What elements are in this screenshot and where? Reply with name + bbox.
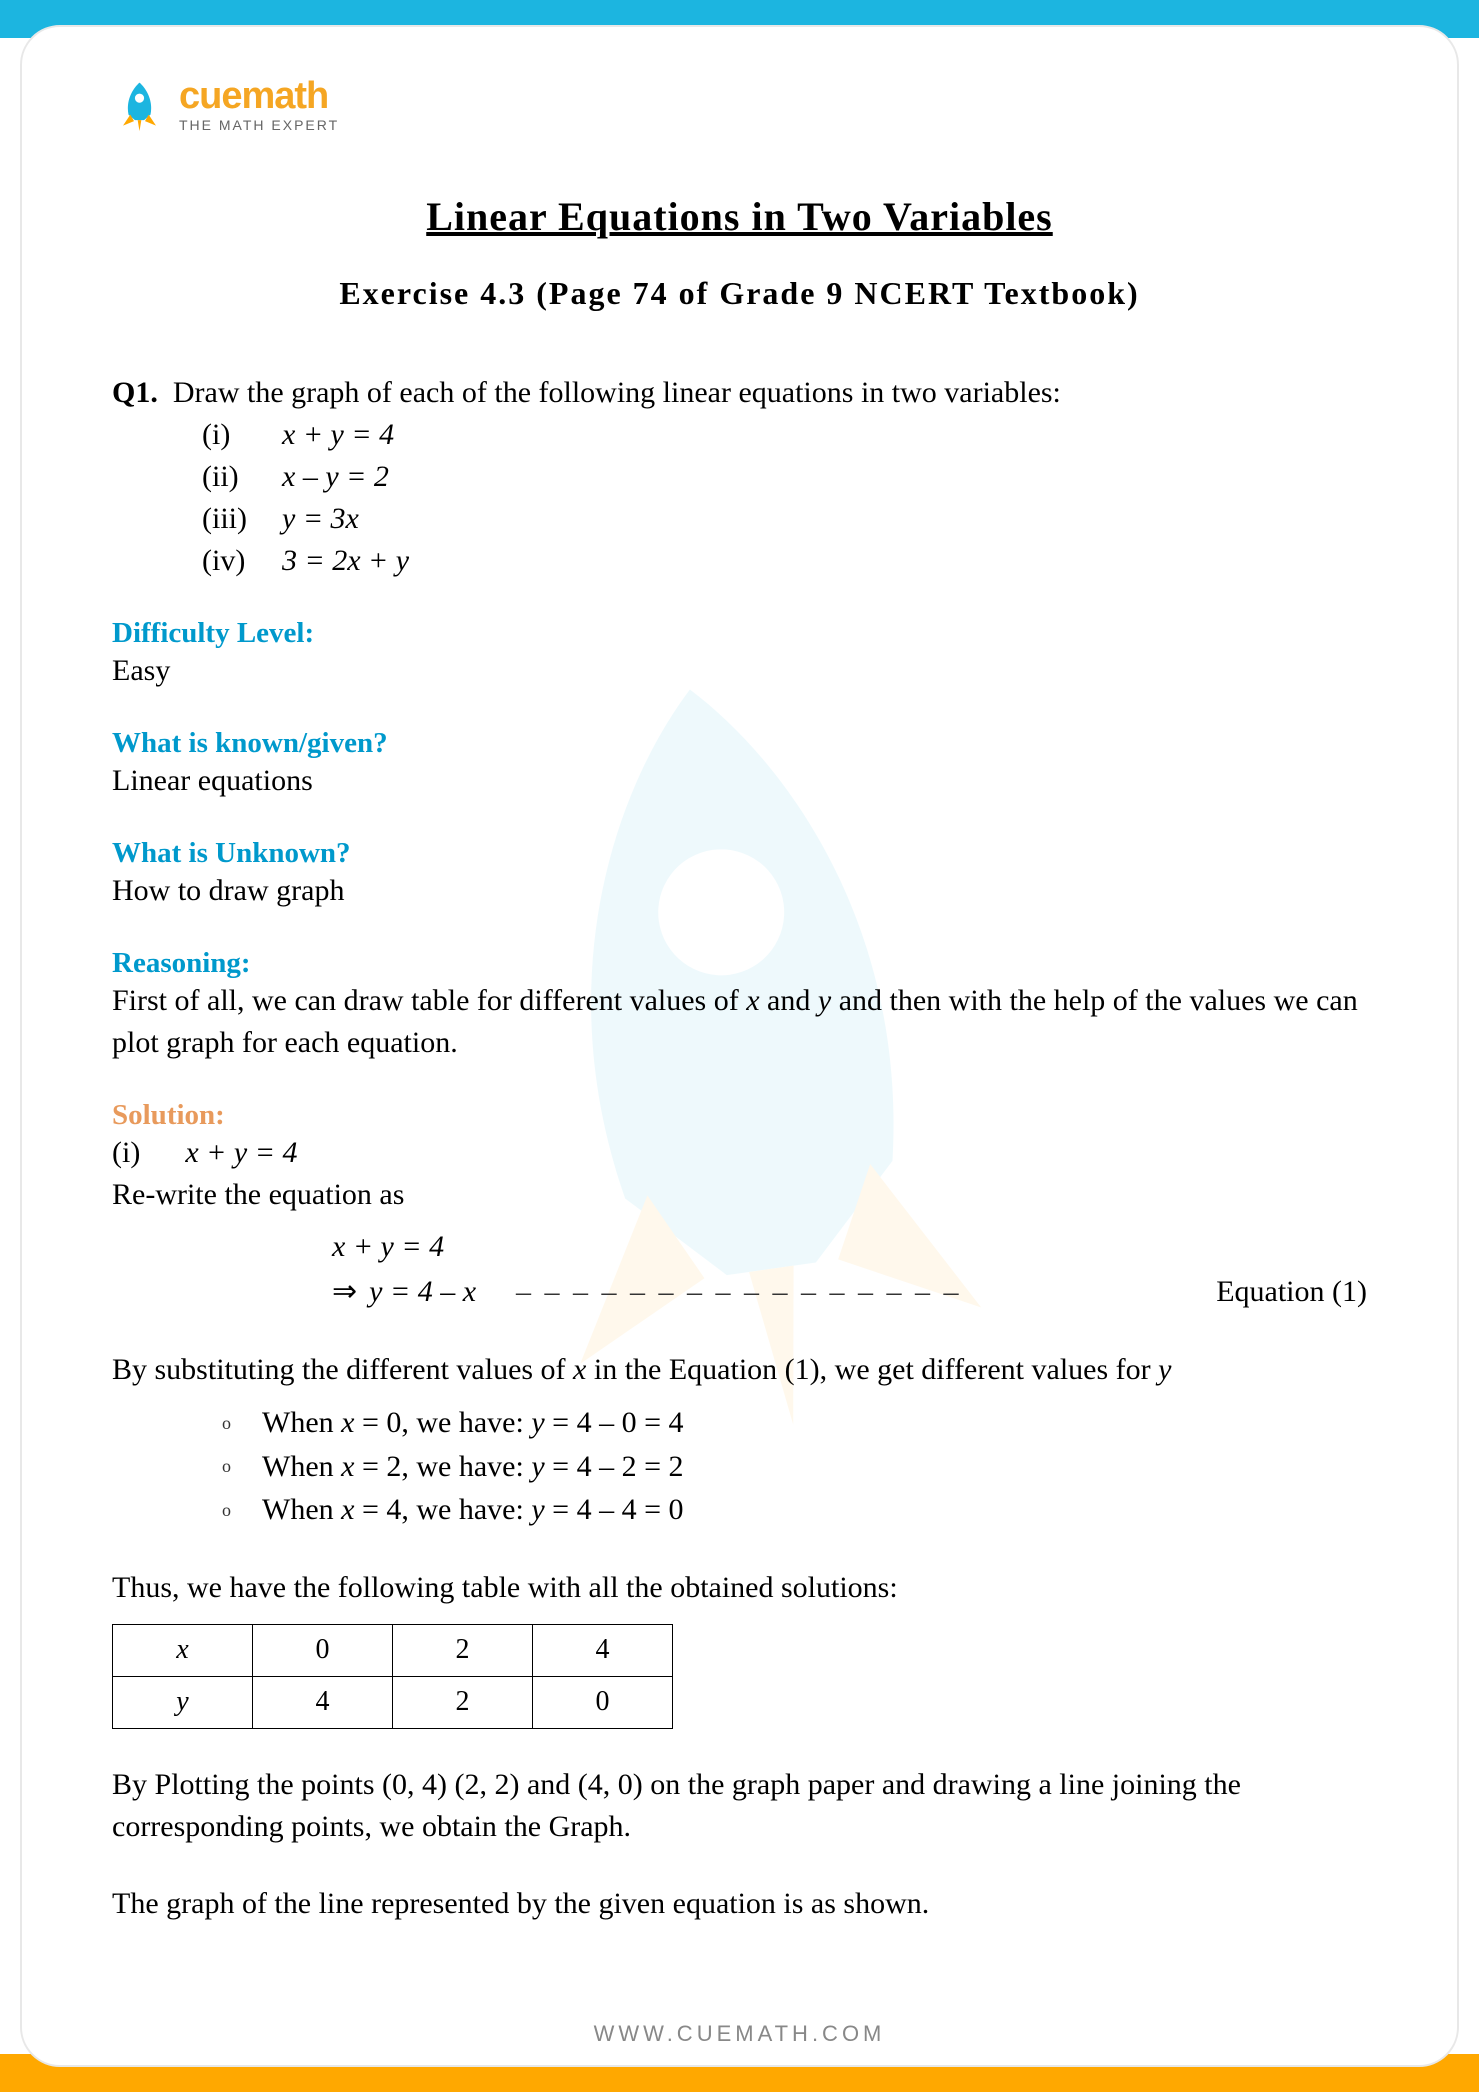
difficulty-value: Easy (112, 650, 1367, 692)
bullet-icon: o (222, 1497, 262, 1523)
q1-prompt: Draw the graph of each of the following … (173, 376, 1061, 409)
bullet-icon: o (222, 1453, 262, 1479)
q1-block: Q1. Draw the graph of each of the follow… (112, 372, 1367, 582)
unknown-header: What is Unknown? (112, 837, 1367, 870)
bullet-icon: o (222, 1410, 262, 1436)
eq-ref: Equation (1) (1216, 1269, 1367, 1314)
difficulty-header: Difficulty Level: (112, 617, 1367, 650)
plot-text: By Plotting the points (0, 4) (2, 2) and… (112, 1764, 1367, 1848)
cases-list: oWhen x = 0, we have: y = 4 – 0 = 4 oWhe… (112, 1401, 1367, 1532)
solution-header: Solution: (112, 1099, 1367, 1132)
table-intro: Thus, we have the following table with a… (112, 1567, 1367, 1609)
table-y-label: y (113, 1676, 253, 1728)
known-value: Linear equations (112, 760, 1367, 802)
page-subtitle: Exercise 4.3 (Page 74 of Grade 9 NCERT T… (112, 275, 1367, 312)
rocket-icon (112, 78, 167, 133)
q1-label: Q1. (112, 376, 158, 409)
table-x-label: x (113, 1624, 253, 1676)
brand-logo: cuemath THE MATH EXPERT (112, 77, 1367, 133)
known-header: What is known/given? (112, 727, 1367, 760)
solutions-table: x 0 2 4 y 4 2 0 (112, 1624, 673, 1729)
solution-part-i: (i) x + y = 4 (112, 1132, 1367, 1174)
footer-url: WWW.CUEMATH.COM (22, 2021, 1457, 2047)
eq-dashes: – – – – – – – – – – – – – – – – (516, 1269, 1176, 1314)
implies-icon: ⇒ (332, 1269, 357, 1314)
brand-tagline: THE MATH EXPERT (179, 117, 339, 133)
page-title: Linear Equations in Two Variables (112, 193, 1367, 240)
page-frame: cuemath THE MATH EXPERT Linear Equations… (20, 25, 1459, 2067)
substitution-text: By substituting the different values of … (112, 1349, 1367, 1391)
q1-items: (i)x + y = 4 (ii)x – y = 2 (iii)y = 3x (… (112, 414, 1367, 582)
brand-name: cuemath (179, 77, 339, 115)
rewrite-label: Re-write the equation as (112, 1174, 1367, 1216)
reasoning-value: First of all, we can draw table for diff… (112, 980, 1367, 1064)
equation-block: x + y = 4 ⇒ y = 4 – x – – – – – – – – – … (112, 1224, 1367, 1314)
final-text: The graph of the line represented by the… (112, 1883, 1367, 1925)
unknown-value: How to draw graph (112, 870, 1367, 912)
reasoning-header: Reasoning: (112, 947, 1367, 980)
